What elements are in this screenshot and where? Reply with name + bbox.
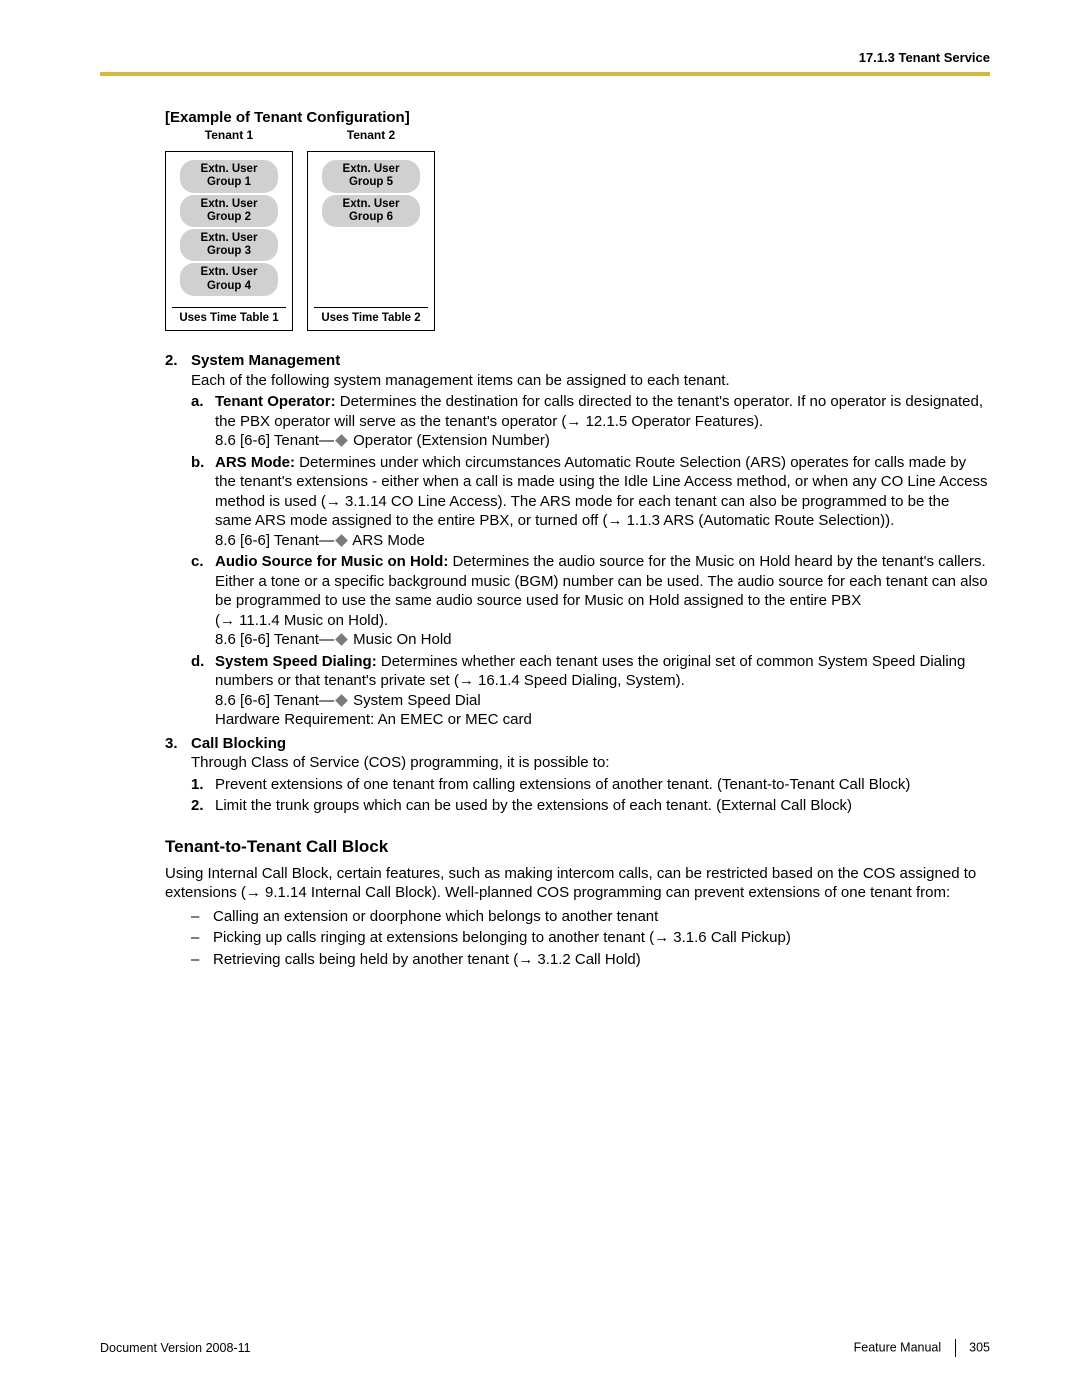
diamond-icon <box>335 694 348 707</box>
item-3: 3. Call Blocking Through Class of Servic… <box>165 734 990 818</box>
item-2c-marker: c. <box>191 552 215 650</box>
item-2d: d. System Speed Dialing: Determines whet… <box>191 652 990 730</box>
dash-2-ref: → 3.1.6 Call Pickup <box>654 929 786 946</box>
diamond-icon <box>335 633 348 646</box>
dash-3-ref: → 3.1.2 Call Hold <box>518 951 636 968</box>
item-3-sub2: 2. Limit the trunk groups which can be u… <box>191 796 990 816</box>
user-group-pill: Extn. UserGroup 3 <box>180 229 278 261</box>
item-2c-label: Audio Source for Music on Hold: <box>215 553 448 570</box>
dash-3a: Retrieving calls being held by another t… <box>213 951 518 968</box>
item-2b-text3: ). <box>885 512 894 529</box>
user-group-pill: Extn. UserGroup 2 <box>180 195 278 227</box>
item-2b-line2a: 8.6 [6-6] Tenant— <box>215 532 334 549</box>
item-3-sub1-marker: 1. <box>191 775 215 795</box>
dash-2: –Picking up calls ringing at extensions … <box>191 928 990 948</box>
t2t-para1b: ). Well-planned COS programming can prev… <box>432 884 950 901</box>
item-2b-line2b: ARS Mode <box>349 532 425 549</box>
tenant-1-box: Extn. UserGroup 1Extn. UserGroup 2Extn. … <box>165 151 293 331</box>
numbered-list: 2. System Management Each of the followi… <box>165 351 990 818</box>
item-2d-line2b: System Speed Dial <box>349 692 481 709</box>
item-2b-ref2: → 1.1.3 ARS (Automatic Route Selection) <box>607 512 885 529</box>
item-2d-line2a: 8.6 [6-6] Tenant— <box>215 692 334 709</box>
item-2-intro: Each of the following system management … <box>191 371 990 391</box>
item-2b-label: ARS Mode: <box>215 454 295 471</box>
item-2a-text2: ). <box>754 413 763 430</box>
item-3-sub1: 1. Prevent extensions of one tenant from… <box>191 775 990 795</box>
dash-1: –Calling an extension or doorphone which… <box>191 907 990 927</box>
item-2d-line3: Hardware Requirement: An EMEC or MEC car… <box>215 711 532 728</box>
header-rule <box>100 72 990 76</box>
diamond-icon <box>335 434 348 447</box>
t2t-ref: → 9.1.14 Internal Call Block <box>246 884 432 901</box>
user-group-pill: Extn. UserGroup 6 <box>322 195 420 227</box>
item-2a-ref: → 12.1.5 Operator Features <box>566 413 754 430</box>
dash-1-text: Calling an extension or doorphone which … <box>213 907 658 927</box>
user-group-pill: Extn. UserGroup 5 <box>322 160 420 192</box>
user-group-pill: Extn. UserGroup 4 <box>180 263 278 295</box>
item-3-marker: 3. <box>165 734 191 818</box>
dash-3: –Retrieving calls being held by another … <box>191 950 990 970</box>
item-2c-ref: → 11.1.4 Music on Hold <box>220 612 379 629</box>
dash-2b: ) <box>786 929 791 946</box>
footer-page: 305 <box>969 1340 990 1354</box>
tenant-2-footer: Uses Time Table 2 <box>314 307 428 326</box>
item-2d-marker: d. <box>191 652 215 730</box>
item-2c-line2b: Music On Hold <box>349 631 452 648</box>
item-3-intro: Through Class of Service (COS) programmi… <box>191 753 990 773</box>
item-2c-text2: ). <box>379 612 388 629</box>
item-2a-line2a: 8.6 [6-6] Tenant— <box>215 432 334 449</box>
tenant-1-label: Tenant 1 <box>165 128 293 144</box>
diamond-icon <box>335 534 348 547</box>
item-3-heading: Call Blocking <box>191 735 286 752</box>
item-2-heading: System Management <box>191 352 340 369</box>
item-3-sub2-text: Limit the trunk groups which can be used… <box>215 796 990 816</box>
item-2c-line2a: 8.6 [6-6] Tenant— <box>215 631 334 648</box>
tenant-1-footer: Uses Time Table 1 <box>172 307 286 326</box>
t2t-para: Using Internal Call Block, certain featu… <box>165 864 990 903</box>
t2t-heading: Tenant-to-Tenant Call Block <box>165 836 990 858</box>
item-2b: b. ARS Mode: Determines under which circ… <box>191 453 990 551</box>
item-2-marker: 2. <box>165 351 191 732</box>
tenant-2-box: Extn. UserGroup 5Extn. UserGroup 6 Uses … <box>307 151 435 331</box>
page-footer: Document Version 2008-11 Feature Manual … <box>100 1339 990 1357</box>
tenant-2-label: Tenant 2 <box>307 128 435 144</box>
item-2d-label: System Speed Dialing: <box>215 653 377 670</box>
header-section: 17.1.3 Tenant Service <box>859 50 990 67</box>
item-2a: a. Tenant Operator: Determines the desti… <box>191 392 990 451</box>
footer-separator <box>955 1339 956 1357</box>
item-2a-marker: a. <box>191 392 215 451</box>
item-2c: c. Audio Source for Music on Hold: Deter… <box>191 552 990 650</box>
item-2: 2. System Management Each of the followi… <box>165 351 990 732</box>
footer-manual: Feature Manual <box>854 1340 942 1354</box>
item-3-sub1-text: Prevent extensions of one tenant from ca… <box>215 775 990 795</box>
item-3-sub2-marker: 2. <box>191 796 215 816</box>
item-2a-line2b: Operator (Extension Number) <box>349 432 550 449</box>
item-2d-text2: ). <box>676 672 685 689</box>
footer-version: Document Version 2008-11 <box>100 1340 251 1356</box>
dash-3b: ) <box>636 951 641 968</box>
tenant-diagram: Tenant 1 Extn. UserGroup 1Extn. UserGrou… <box>165 150 990 332</box>
example-title: [Example of Tenant Configuration] <box>165 108 990 128</box>
user-group-pill: Extn. UserGroup 1 <box>180 160 278 192</box>
dash-list: –Calling an extension or doorphone which… <box>191 907 990 970</box>
dash-2a: Picking up calls ringing at extensions b… <box>213 929 654 946</box>
item-2b-ref1: → 3.1.14 CO Line Access <box>326 493 498 510</box>
item-2a-label: Tenant Operator: <box>215 393 336 410</box>
item-2b-marker: b. <box>191 453 215 551</box>
page-content: [Example of Tenant Configuration] Tenant… <box>165 108 990 971</box>
item-2d-ref: → 16.1.4 Speed Dialing, System <box>459 672 676 689</box>
